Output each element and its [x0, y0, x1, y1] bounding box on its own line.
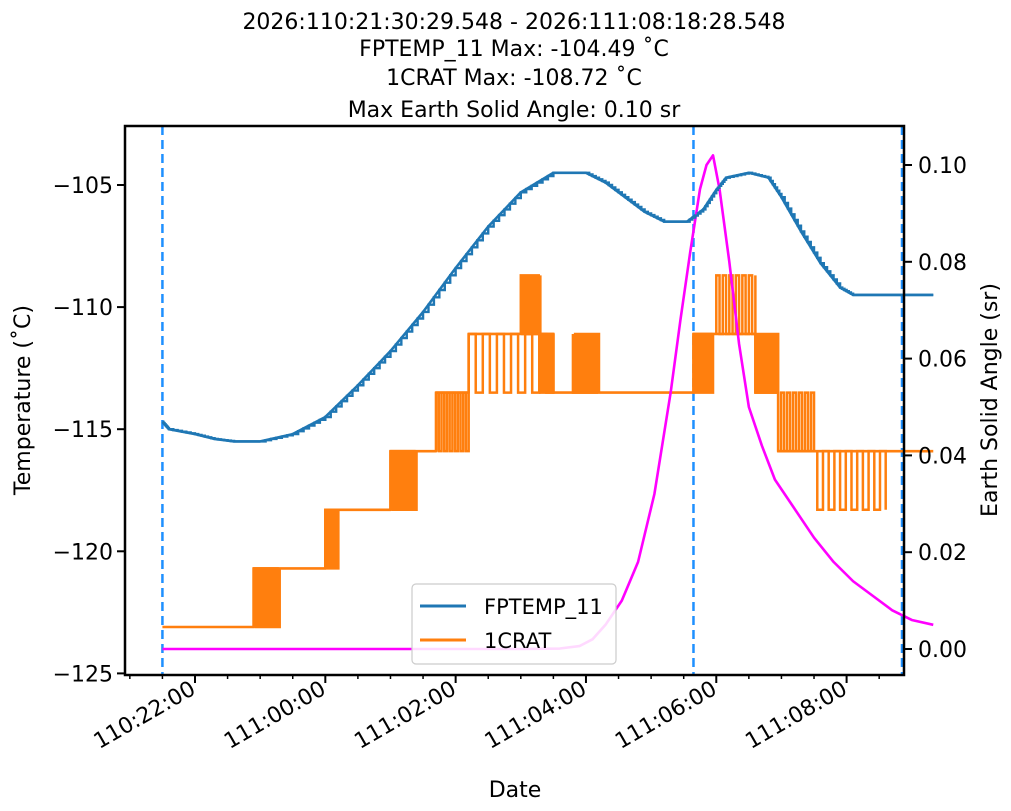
- series-1crat-burst-2: [389, 449, 418, 512]
- x-tick-label: 111:08:00: [741, 677, 851, 755]
- y-left-tick-label: −125: [53, 662, 113, 687]
- y-left-tick-label: −110: [53, 296, 113, 321]
- y-right-tick-label: 0.06: [918, 348, 967, 373]
- y-axis-left-label: Temperature (˚C): [11, 305, 36, 496]
- legend-label-1crat: 1CRAT: [484, 629, 551, 653]
- legend-box: [411, 583, 617, 665]
- x-tick-label: 111:06:00: [611, 677, 721, 755]
- y-right-tick-label: 0.00: [918, 638, 967, 663]
- series-1crat-burst-5: [519, 274, 542, 336]
- y-right-tick-label: 0.08: [918, 251, 967, 276]
- series-fptemp-steps: [162, 171, 934, 443]
- x-axis-label: Date: [489, 778, 542, 803]
- title-line-3: 1CRAT Max: -108.72 ˚C: [386, 66, 642, 91]
- y-right-tick-label: 0.04: [918, 444, 967, 469]
- series-1crat-burst-6: [539, 332, 555, 394]
- y-axis-left: −105 −110 −115 −120 −125: [53, 174, 125, 687]
- x-tick-label: 110:22:00: [90, 677, 200, 755]
- x-tick-label: 111:04:00: [481, 677, 591, 755]
- series-1crat-burst-1: [324, 508, 340, 570]
- y-right-tick-label: 0.02: [918, 541, 967, 566]
- y-right-tick-label: 0.10: [918, 154, 967, 179]
- chart-title: 2026:110:21:30:29.548 - 2026:111:08:18:2…: [242, 10, 785, 123]
- series-1crat-burst-8: [692, 332, 715, 394]
- title-line-2: FPTEMP_11 Max: -104.49 ˚C: [359, 37, 669, 62]
- series-1crat-burst-0: [252, 567, 281, 629]
- series-1crat-burst-3: [434, 391, 470, 453]
- y-left-tick-label: −120: [53, 540, 113, 565]
- series-line-fptemp-11: [161, 171, 934, 443]
- series-1crat-burst-10: [754, 332, 780, 394]
- plot-frame: [123, 124, 906, 677]
- title-line-4: Max Earth Solid Angle: 0.10 sr: [348, 98, 682, 123]
- x-axis: 110:22:00 111:00:00 111:02:00 111:04:00 111:…: [90, 675, 880, 755]
- y-axis-right-label: Earth Solid Angle (sr): [978, 283, 1003, 517]
- series-1crat-burst-7: [571, 332, 601, 394]
- legend-label-fptemp: FPTEMP_11: [484, 595, 603, 620]
- title-line-1: 2026:110:21:30:29.548 - 2026:111:08:18:2…: [242, 10, 785, 35]
- y-left-tick-label: −105: [53, 174, 113, 199]
- y-axis-right: 0.00 0.02 0.04 0.06 0.08 0.10: [904, 154, 967, 663]
- legend: FPTEMP_11 1CRAT: [411, 583, 617, 665]
- x-tick-label: 111:00:00: [220, 677, 330, 755]
- series-1crat-burst-9: [715, 274, 757, 336]
- x-tick-label: 111:02:00: [350, 677, 460, 755]
- series-1crat-burst-11: [776, 391, 816, 453]
- series-1crat-burst-12: [816, 449, 887, 512]
- y-left-tick-label: −115: [53, 418, 113, 443]
